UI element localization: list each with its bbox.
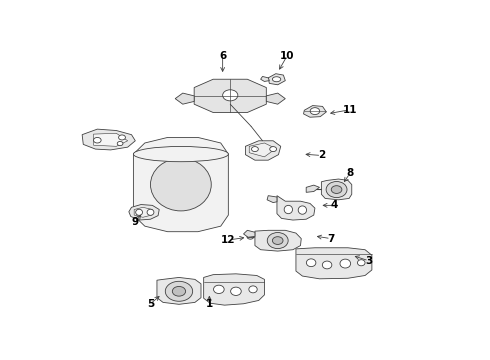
Text: 10: 10 <box>280 51 294 61</box>
Ellipse shape <box>94 138 101 143</box>
Polygon shape <box>255 230 301 251</box>
Ellipse shape <box>214 285 224 293</box>
Text: 1: 1 <box>206 299 213 309</box>
Polygon shape <box>306 185 319 192</box>
Polygon shape <box>134 207 152 217</box>
Text: 7: 7 <box>327 234 335 244</box>
Ellipse shape <box>150 158 211 211</box>
Ellipse shape <box>357 260 365 266</box>
Ellipse shape <box>249 286 257 293</box>
Ellipse shape <box>326 181 347 198</box>
Ellipse shape <box>284 205 293 214</box>
Text: 5: 5 <box>147 299 154 309</box>
Ellipse shape <box>331 186 342 193</box>
Ellipse shape <box>322 261 332 269</box>
Text: 2: 2 <box>318 150 325 161</box>
Text: 11: 11 <box>343 105 357 115</box>
Polygon shape <box>267 93 285 104</box>
Ellipse shape <box>340 259 351 268</box>
Ellipse shape <box>247 234 254 239</box>
Ellipse shape <box>147 209 154 215</box>
Ellipse shape <box>165 281 193 301</box>
Ellipse shape <box>119 135 125 140</box>
Ellipse shape <box>133 147 228 162</box>
Ellipse shape <box>117 141 123 146</box>
Ellipse shape <box>270 147 276 152</box>
Ellipse shape <box>310 108 319 114</box>
Ellipse shape <box>306 259 316 267</box>
Polygon shape <box>321 179 352 200</box>
Ellipse shape <box>298 206 307 214</box>
Text: 4: 4 <box>331 201 339 210</box>
Ellipse shape <box>267 233 288 249</box>
Text: 12: 12 <box>221 235 236 245</box>
Ellipse shape <box>231 287 241 296</box>
Polygon shape <box>245 141 281 160</box>
Polygon shape <box>129 204 159 220</box>
Polygon shape <box>133 138 228 232</box>
Ellipse shape <box>251 147 258 152</box>
Ellipse shape <box>222 90 238 101</box>
Polygon shape <box>296 248 372 279</box>
Ellipse shape <box>272 77 281 82</box>
Text: 6: 6 <box>219 51 226 61</box>
Polygon shape <box>204 274 265 305</box>
Polygon shape <box>303 105 326 117</box>
Ellipse shape <box>272 237 283 244</box>
Polygon shape <box>249 143 276 157</box>
Ellipse shape <box>172 287 186 296</box>
Polygon shape <box>244 230 255 237</box>
Polygon shape <box>277 195 315 220</box>
Polygon shape <box>194 79 267 112</box>
Ellipse shape <box>136 209 143 215</box>
Polygon shape <box>82 129 135 150</box>
Polygon shape <box>261 76 270 81</box>
Text: 9: 9 <box>132 217 139 227</box>
Polygon shape <box>267 195 277 203</box>
Polygon shape <box>94 133 128 146</box>
Text: 8: 8 <box>346 168 353 179</box>
Polygon shape <box>157 278 201 304</box>
Polygon shape <box>175 93 194 104</box>
Text: 3: 3 <box>365 256 372 266</box>
Polygon shape <box>268 74 285 85</box>
